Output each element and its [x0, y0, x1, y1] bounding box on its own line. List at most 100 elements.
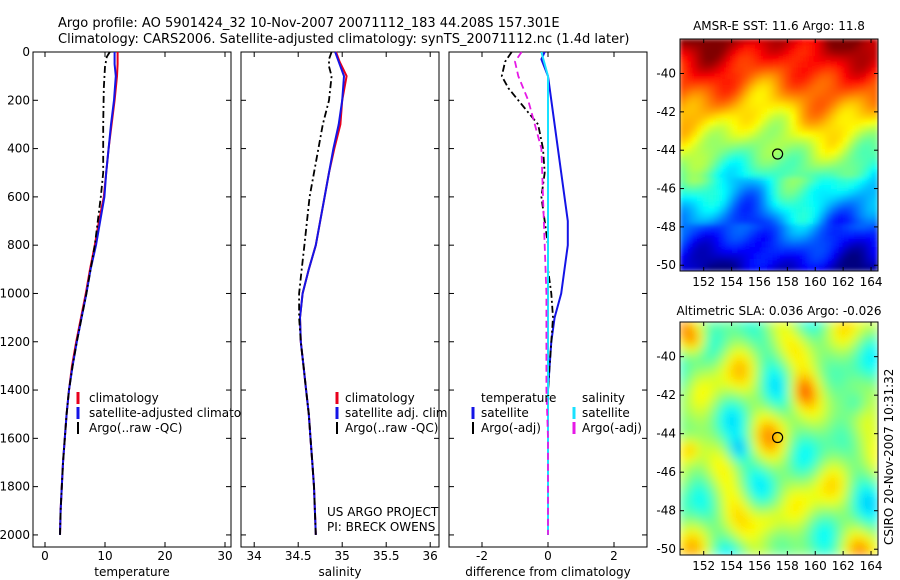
heatmap-cell — [743, 525, 751, 533]
heatmap-cell — [825, 350, 832, 358]
heatmap-cell — [790, 253, 797, 260]
heatmap-cell — [813, 142, 821, 150]
heatmap-cell — [784, 414, 792, 422]
heatmap-cell — [708, 531, 716, 539]
heatmap-cell — [749, 362, 757, 370]
heatmap-cell — [865, 432, 873, 440]
heatmap-cell — [766, 241, 774, 249]
heatmap-cell — [766, 224, 774, 231]
heatmap-cell — [680, 200, 687, 208]
heatmap-cell — [836, 327, 844, 335]
heatmap-cell — [865, 362, 873, 370]
heatmap-cell — [755, 79, 763, 86]
heatmap-cell — [749, 455, 757, 463]
heatmap-cell — [871, 235, 878, 243]
heatmap-cell — [836, 67, 844, 75]
heatmap-cell — [749, 119, 757, 127]
heatmap-cell — [784, 189, 792, 197]
heatmap-cell — [778, 356, 786, 364]
heatmap-cell — [860, 542, 867, 550]
heatmap-cell — [680, 356, 687, 364]
heatmap-cell — [848, 391, 856, 399]
heatmap-cell — [848, 362, 856, 370]
heatmap-cell — [819, 519, 827, 527]
heatmap-cell — [755, 537, 763, 544]
heatmap-cell — [720, 338, 728, 346]
heatmap-cell — [790, 391, 797, 399]
heatmap-cell — [813, 438, 821, 445]
heatmap-cell — [761, 356, 768, 364]
heatmap-cell — [790, 379, 797, 387]
heatmap-cell — [813, 356, 821, 364]
heatmap-cell — [755, 137, 763, 144]
heatmap-cell — [766, 327, 774, 335]
heatmap-cell — [842, 426, 850, 434]
heatmap-cell — [854, 55, 862, 63]
heatmap-cell — [731, 206, 739, 214]
heatmap-cell — [848, 461, 856, 469]
heatmap-cell — [860, 131, 867, 139]
legend-label-climatology: climatology — [89, 391, 159, 405]
heatmap-cell — [680, 344, 687, 352]
heatmap-cell — [696, 258, 704, 266]
heatmap-cell — [696, 218, 704, 226]
heatmap-cell — [714, 443, 722, 451]
heatmap-cell — [702, 455, 710, 463]
heatmap-cell — [702, 195, 710, 202]
heatmap-cell — [807, 531, 815, 539]
heatmap-cell — [825, 131, 832, 139]
heatmap-cell — [801, 449, 809, 457]
heatmap-cell — [755, 247, 763, 255]
heatmap-cell — [685, 531, 693, 539]
heatmap-cell — [691, 224, 698, 231]
heatmap-cell — [737, 55, 745, 63]
heatmap-cell — [720, 142, 728, 150]
heatmap-cell — [680, 229, 687, 237]
heatmap-cell — [755, 241, 763, 249]
heatmap-cell — [685, 502, 693, 509]
heatmap-cell — [819, 79, 827, 86]
heatmap-cell — [685, 166, 693, 173]
heatmap-cell — [842, 171, 850, 179]
heatmap-cell — [772, 449, 780, 457]
heatmap-cell — [737, 67, 745, 75]
heatmap-cell — [836, 171, 844, 179]
heatmap-cell — [854, 519, 862, 527]
heatmap-cell — [842, 531, 850, 539]
heatmap-cell — [708, 73, 716, 81]
heatmap-cell — [737, 79, 745, 86]
heatmap-cell — [871, 67, 878, 75]
sla-map-title: Altimetric SLA: 0.036 Argo: -0.026 — [676, 304, 881, 318]
heatmap-cell — [743, 113, 751, 121]
heatmap-cell — [795, 195, 803, 202]
heatmap-cell — [702, 385, 710, 393]
heatmap-cell — [871, 525, 878, 533]
heatmap-cell — [807, 235, 815, 243]
heatmap-cell — [813, 397, 821, 405]
heatmap-cell — [860, 531, 867, 539]
heatmap-cell — [755, 373, 763, 381]
heatmap-cell — [825, 478, 832, 486]
heatmap-cell — [807, 373, 815, 381]
heatmap-cell — [702, 438, 710, 445]
heatmap-cell — [761, 368, 768, 375]
heatmap-cell — [842, 472, 850, 480]
heatmap-cell — [830, 142, 838, 150]
heatmap-cell — [726, 531, 733, 539]
heatmap-cell — [865, 90, 873, 98]
heatmap-cell — [702, 490, 710, 498]
heatmap-cell — [737, 414, 745, 422]
heatmap-cell — [825, 183, 832, 191]
heatmap-cell — [807, 183, 815, 191]
heatmap-cell — [860, 166, 867, 173]
heatmap-cell — [714, 183, 722, 191]
heatmap-cell — [714, 542, 722, 550]
heatmap-cell — [836, 368, 844, 375]
heatmap-cell — [795, 472, 803, 480]
heatmap-cell — [801, 171, 809, 179]
heatmap-cell — [737, 513, 745, 521]
heatmap-cell — [696, 241, 704, 249]
heatmap-cell — [807, 420, 815, 428]
heatmap-cell — [720, 235, 728, 243]
heatmap-cell — [801, 224, 809, 231]
